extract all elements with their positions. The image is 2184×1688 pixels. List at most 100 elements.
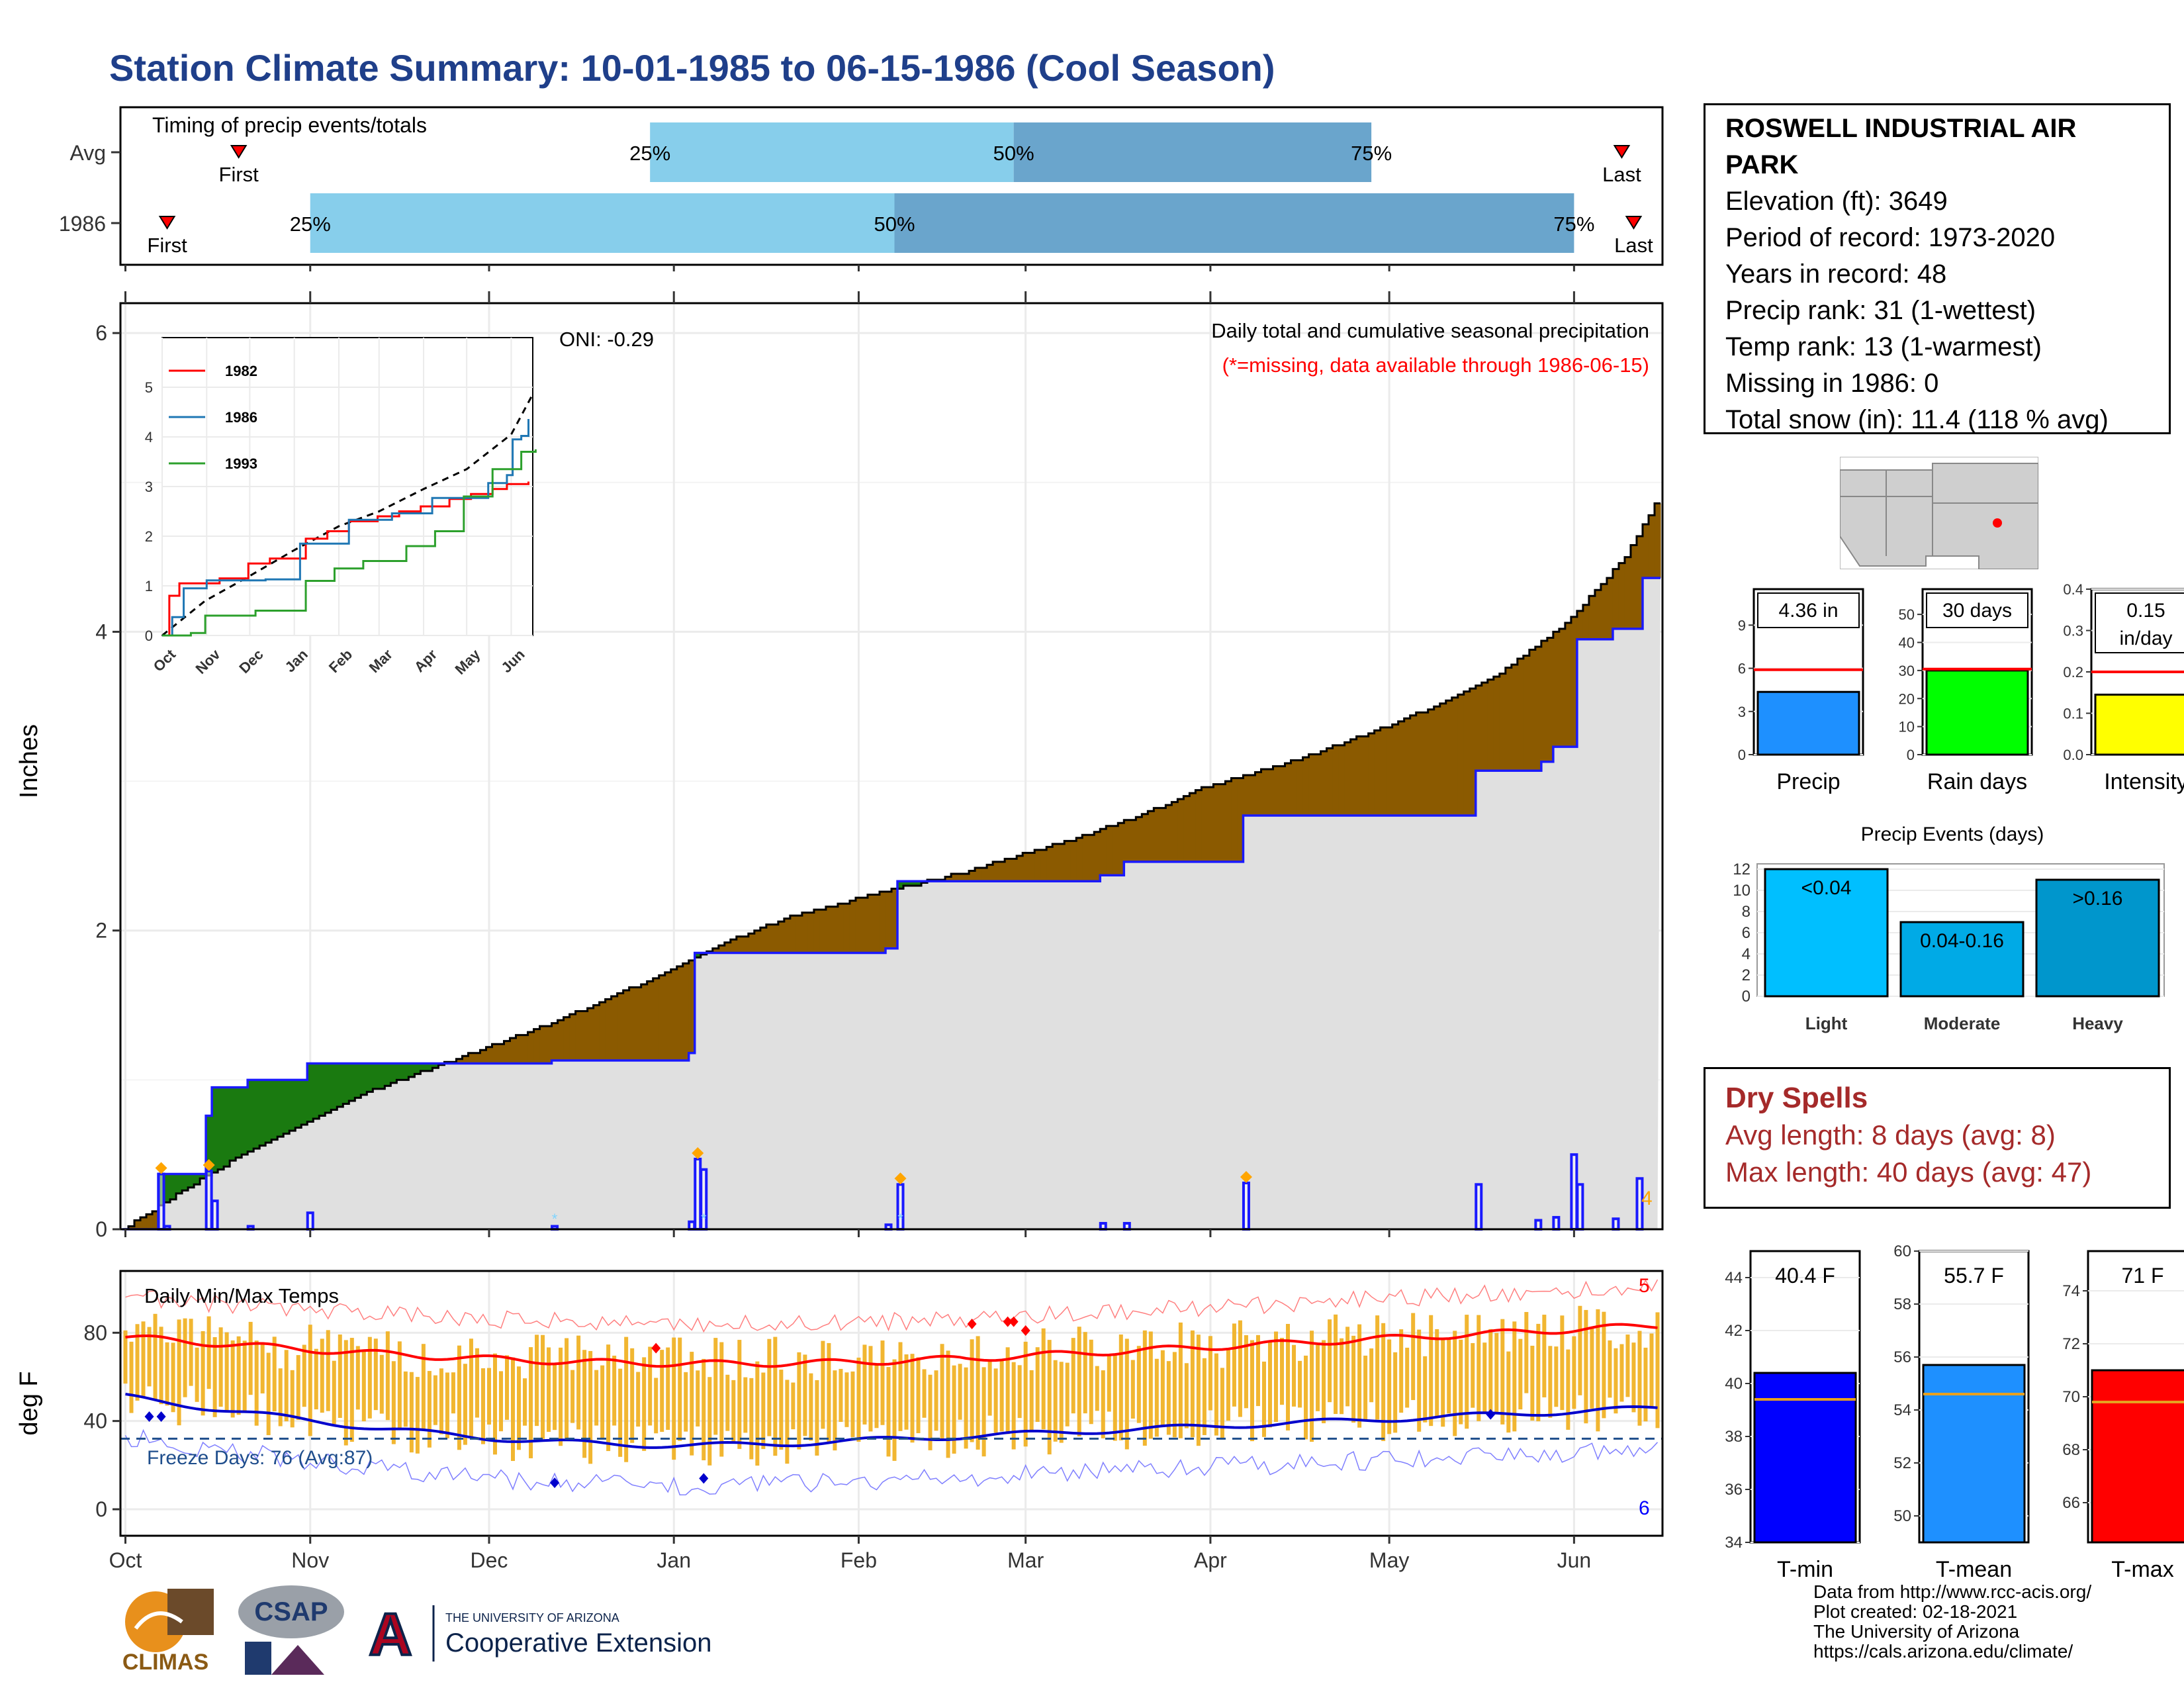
min-record-count: 6	[1639, 1497, 1650, 1519]
temp-range-bar	[648, 1346, 653, 1426]
temp-range-bar	[1310, 1331, 1314, 1442]
temp-range-bar	[1113, 1354, 1117, 1441]
temp-range-bar	[1566, 1349, 1570, 1430]
precip-axes: 0 2 4 6	[95, 291, 1575, 1241]
temp-range-bar	[1065, 1362, 1069, 1427]
temp-range-bar	[492, 1353, 497, 1455]
temp-range-bar	[1584, 1309, 1588, 1424]
inset-ytick-label: 5	[145, 379, 153, 396]
temp-range-bar	[1542, 1315, 1547, 1397]
temp-range-bar	[660, 1350, 664, 1432]
temp-range-bar	[165, 1342, 169, 1406]
cumulative-diff-band	[1207, 787, 1214, 862]
cumulative-diff-band	[426, 1063, 433, 1071]
temp-range-bar	[433, 1375, 437, 1425]
temp-range-bar	[397, 1341, 402, 1429]
cumulative-diff-band	[575, 1011, 582, 1061]
temp-range-bar	[719, 1342, 724, 1457]
cumulative-diff-band	[182, 1174, 189, 1191]
daily-precip-bar	[1552, 1215, 1561, 1231]
temp-range-bar	[1334, 1314, 1338, 1415]
cumulative-diff-band	[1023, 853, 1029, 882]
cumulative-diff-band	[462, 1056, 469, 1064]
xtick-label: Nov	[291, 1548, 329, 1572]
temp-range-bar	[1429, 1315, 1433, 1427]
daily-precip-bar	[688, 1220, 696, 1231]
temp-range-bar	[1005, 1347, 1010, 1434]
cumulative-diff-band	[414, 1063, 421, 1074]
events-category-label: Moderate	[1924, 1013, 2001, 1033]
cumulative-diff-band	[813, 910, 821, 953]
oni-label: ONI: -0.29	[559, 328, 654, 351]
temp-range-bar	[1387, 1339, 1392, 1434]
record-max-line	[125, 1279, 1659, 1333]
temp-range-bar	[1142, 1330, 1147, 1446]
cumulative-diff-band	[1523, 655, 1530, 771]
temp-range-bar	[1357, 1324, 1362, 1428]
temp-range-bar	[1011, 1362, 1016, 1450]
cumulative-diff-band	[999, 861, 1005, 882]
timing-first-label: First	[219, 163, 259, 186]
temp-range-bar	[707, 1377, 712, 1466]
cumulative-diff-band	[337, 1063, 343, 1107]
cumulative-diff-band	[259, 1080, 266, 1146]
cumulative-diff-band	[456, 1058, 463, 1064]
cumulative-diff-band	[635, 987, 642, 1061]
temp-range-bar	[1340, 1338, 1344, 1415]
cumulative-diff-band	[1630, 545, 1637, 629]
cumulative-diff-band	[1654, 503, 1661, 579]
cumulative-diff-band	[861, 898, 868, 953]
temp-range-bar	[427, 1371, 432, 1448]
timing-q25-label: 25%	[629, 142, 670, 165]
tsum-value-label: 40.4 F	[1775, 1264, 1835, 1288]
cumulative-diff-band	[200, 1174, 206, 1179]
temp-range-bar	[463, 1364, 467, 1445]
cumulative-diff-band	[1410, 715, 1417, 816]
cumulative-diff-band	[1040, 849, 1047, 882]
cumulative-diff-band	[1416, 712, 1423, 816]
temp-range-bar	[696, 1370, 700, 1427]
timing-last-label: Last	[1614, 234, 1653, 257]
temp-range-bar	[1548, 1346, 1553, 1418]
temp-range-bar	[600, 1365, 605, 1440]
cumulative-diff-band	[295, 1080, 302, 1128]
events-title: Precip Events (days)	[1861, 823, 2044, 845]
daily-precip-bar	[157, 1172, 165, 1231]
temp-range-bar	[1274, 1331, 1278, 1423]
cumulative-diff-band	[396, 1063, 403, 1080]
daily-record-marker	[692, 1147, 704, 1159]
cumulative-diff-band	[1052, 843, 1059, 882]
temp-range-bar	[1471, 1342, 1475, 1408]
cumulative-diff-band	[659, 975, 666, 1061]
precip-ytick-label: 0	[95, 1217, 107, 1241]
daily-precip-bar	[210, 1199, 219, 1231]
temp-range-bar	[409, 1372, 414, 1453]
cumulative-diff-band	[623, 990, 630, 1061]
temp-ytick-label: 80	[83, 1321, 107, 1344]
inset-legend-label: 1986	[225, 409, 257, 426]
cumulative-diff-band	[1183, 796, 1190, 862]
timing-bar-q25-q50	[310, 193, 895, 253]
cumulative-diff-band	[1642, 524, 1649, 579]
temp-range-bar	[1095, 1366, 1099, 1411]
cumulative-diff-band	[510, 1038, 517, 1064]
cumulative-diff-band	[819, 910, 827, 953]
cumulative-diff-band	[533, 1029, 541, 1064]
daily-precip-bars: * * *	[155, 1147, 1644, 1231]
summary-ytick-label: 9	[1738, 617, 1746, 633]
events-ytick-label: 10	[1733, 882, 1751, 900]
summary-ytick-label: 0	[1907, 747, 1915, 763]
summary-ytick-label: 10	[1899, 719, 1915, 735]
temp-range-bar	[582, 1350, 587, 1458]
temp-range-bar	[230, 1340, 235, 1418]
cumulative-diff-band	[325, 1063, 332, 1113]
temp-range-bar	[1178, 1322, 1183, 1438]
ua-mark: A	[369, 1602, 412, 1668]
cumulative-diff-band	[801, 912, 809, 953]
cumulative-diff-band	[539, 1026, 547, 1064]
tsum-ytick-label: 34	[1725, 1534, 1743, 1552]
cumulative-diff-band	[1237, 778, 1244, 862]
cumulative-diff-band	[1255, 772, 1262, 816]
tsum-category-label: T-mean	[1936, 1557, 2012, 1582]
temp-range-bar	[1059, 1362, 1064, 1443]
